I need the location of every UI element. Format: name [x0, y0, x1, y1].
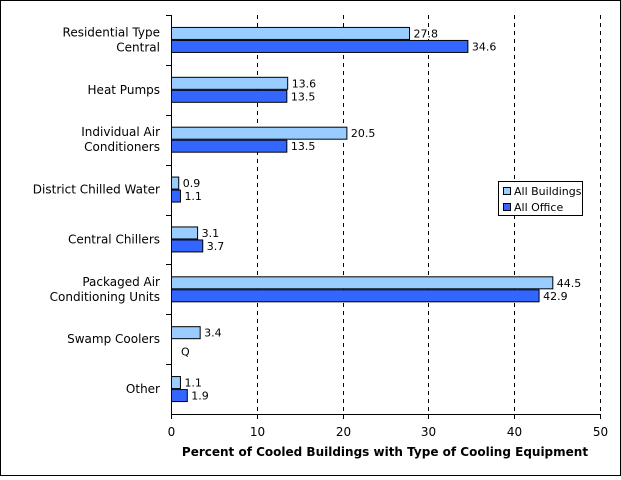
bar-all-office [171, 89, 288, 103]
bar-value-label: 42.9 [543, 290, 568, 303]
bar-all-office [171, 389, 188, 403]
legend-box [498, 181, 583, 216]
bar-value-label: 3.1 [202, 227, 220, 240]
category-label: Packaged Air [82, 275, 160, 289]
category-label: Other [126, 382, 160, 396]
bar-all-office [171, 139, 288, 153]
bar-value-label: Q [181, 346, 190, 359]
legend-label: All Buildings [514, 185, 582, 198]
x-tick-label: 30 [421, 425, 436, 439]
category-label: Residential Type [63, 25, 160, 39]
category-label: Swamp Coolers [67, 332, 160, 346]
x-tick-label: 0 [168, 425, 176, 439]
x-tick-label: 20 [336, 425, 351, 439]
bar-value-label: 44.5 [557, 277, 582, 290]
bar-all-buildings [171, 326, 201, 340]
bar-all-buildings [171, 176, 180, 190]
x-tick-label: 10 [250, 425, 265, 439]
bar-value-label: 13.5 [291, 140, 316, 153]
bar-all-office [171, 289, 540, 303]
legend-swatch [503, 203, 511, 211]
category-label: District Chilled Water [33, 183, 160, 197]
x-tick-label: 40 [507, 425, 522, 439]
bar-all-buildings [171, 76, 289, 90]
bar-value-label: 3.7 [207, 240, 225, 253]
bar-all-buildings [171, 226, 199, 240]
bar-value-label: 1.1 [184, 377, 202, 390]
bar-all-office [171, 239, 204, 253]
bar-value-label: 1.1 [184, 190, 202, 203]
legend-label: All Office [514, 201, 563, 214]
bar-all-office [171, 189, 181, 203]
bar-all-buildings [171, 26, 411, 40]
bar-value-label: 20.5 [351, 127, 376, 140]
bar-all-buildings [171, 376, 181, 390]
category-label: Central [116, 40, 160, 54]
bar-value-label: 3.4 [204, 327, 222, 340]
bar-value-label: 27.8 [414, 27, 439, 40]
bar-all-buildings [171, 276, 554, 290]
category-label: Individual Air [81, 125, 160, 139]
bar-value-label: 34.6 [472, 40, 497, 53]
bar-value-label: 13.6 [292, 77, 317, 90]
bar-all-office [171, 39, 469, 53]
category-label: Heat Pumps [88, 83, 160, 97]
bar-value-label: 13.5 [291, 90, 316, 103]
x-tick-label: 50 [593, 425, 608, 439]
bar-all-buildings [171, 126, 348, 140]
category-label: Conditioners [84, 140, 160, 154]
category-label: Conditioning Units [50, 290, 160, 304]
axes [166, 15, 601, 419]
legend-swatch [503, 187, 511, 195]
category-label: Central Chillers [68, 232, 160, 246]
bar-value-label: 0.9 [183, 177, 201, 190]
x-axis-title: Percent of Cooled Buildings with Type of… [182, 445, 588, 459]
legend: All Buildings All Office [498, 181, 583, 216]
bar-value-label: 1.9 [191, 390, 209, 403]
